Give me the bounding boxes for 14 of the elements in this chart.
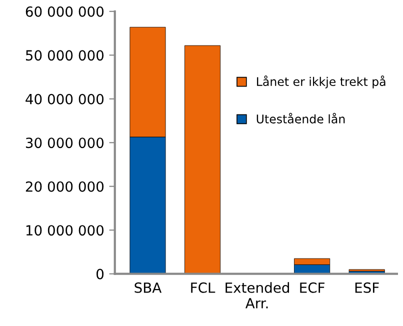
x-tick-label: ESF xyxy=(355,282,379,293)
x-tick-label: ECF xyxy=(300,282,324,293)
y-tick-label: 20 000 000 xyxy=(26,181,104,192)
legend-label: Utestående lån xyxy=(256,112,345,124)
y-tick-label: 40 000 000 xyxy=(26,94,104,104)
x-tick-label: Extended Arr. xyxy=(226,282,289,308)
x-tick-label: FCL xyxy=(191,282,216,293)
x-tick-label: SBA xyxy=(134,282,162,293)
y-tick-label: 50 000 000 xyxy=(26,50,104,61)
y-tick-label: 60 000 000 xyxy=(26,6,104,17)
legend-label: Lånet er ikkje trekt på xyxy=(257,76,386,88)
y-tick-label: 10 000 000 xyxy=(26,225,104,236)
y-tick-label: 0 xyxy=(96,268,104,280)
y-tick-label: 30 000 000 xyxy=(26,138,104,148)
